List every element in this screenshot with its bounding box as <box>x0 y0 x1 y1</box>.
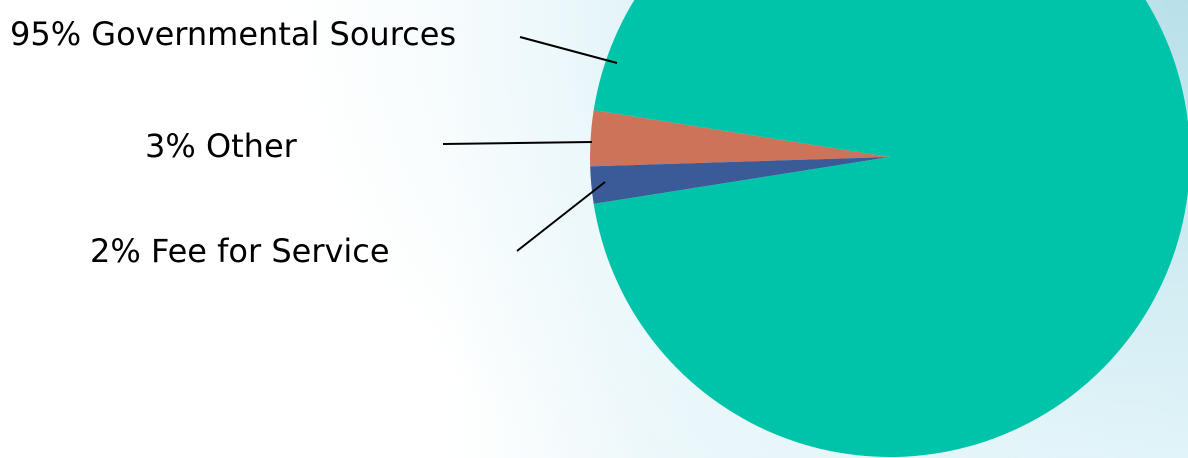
leader-line-governmental-sources <box>519 36 618 64</box>
slice-fee-for-service <box>590 157 890 204</box>
label-fee-for-service: 2% Fee for Service <box>90 232 390 270</box>
label-governmental-sources: 95% Governmental Sources <box>10 15 457 53</box>
leader-line-fee-for-service <box>516 181 606 252</box>
leader-line-other <box>442 141 593 145</box>
slice-other <box>590 110 890 167</box>
slice-governmental-sources <box>593 0 1188 457</box>
label-other: 3% Other <box>145 127 297 165</box>
